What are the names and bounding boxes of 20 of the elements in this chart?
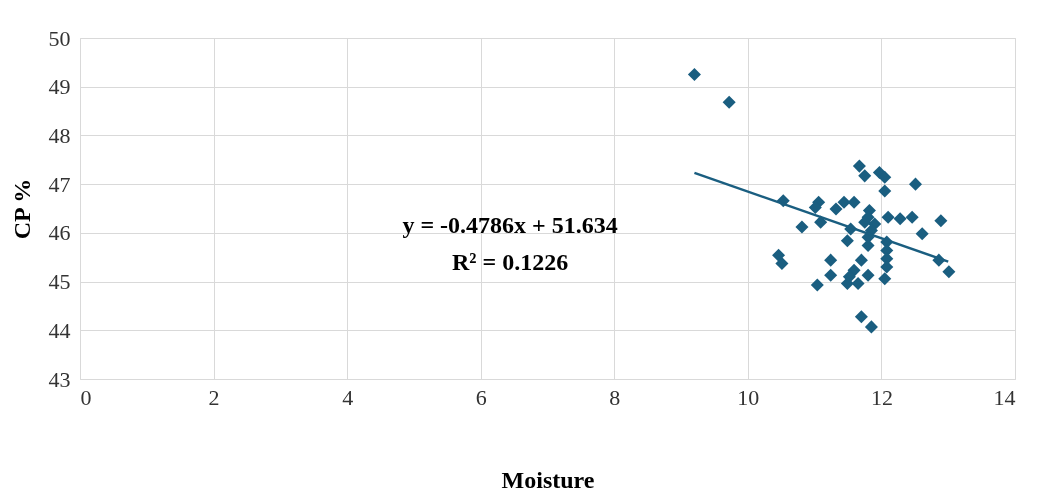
x-tick-label: 8 xyxy=(609,384,621,410)
y-axis-title: CP % xyxy=(8,178,35,240)
x-axis-title: Moisture xyxy=(501,466,595,493)
x-tick-label: 2 xyxy=(208,384,220,410)
x-tick-label: 14 xyxy=(993,384,1016,410)
y-tick-label: 48 xyxy=(48,122,71,148)
x-tick-label: 10 xyxy=(737,384,760,410)
x-tick-label: 6 xyxy=(475,384,487,410)
y-tick-label: 47 xyxy=(48,171,71,197)
y-tick-label: 44 xyxy=(48,317,71,343)
y-tick-label: 43 xyxy=(48,366,71,392)
x-tick-label: 12 xyxy=(870,384,893,410)
y-tick-label: 49 xyxy=(48,74,71,100)
x-tick-label: 4 xyxy=(342,384,354,410)
y-tick-label: 46 xyxy=(48,220,71,246)
x-tick-label: 0 xyxy=(80,384,92,410)
y-tick-label: 50 xyxy=(48,25,71,51)
annotation: y = -0.4786x + 51.634 xyxy=(402,211,618,238)
annotation: R² = 0.1226 xyxy=(452,249,569,276)
y-tick-label: 45 xyxy=(48,269,71,295)
